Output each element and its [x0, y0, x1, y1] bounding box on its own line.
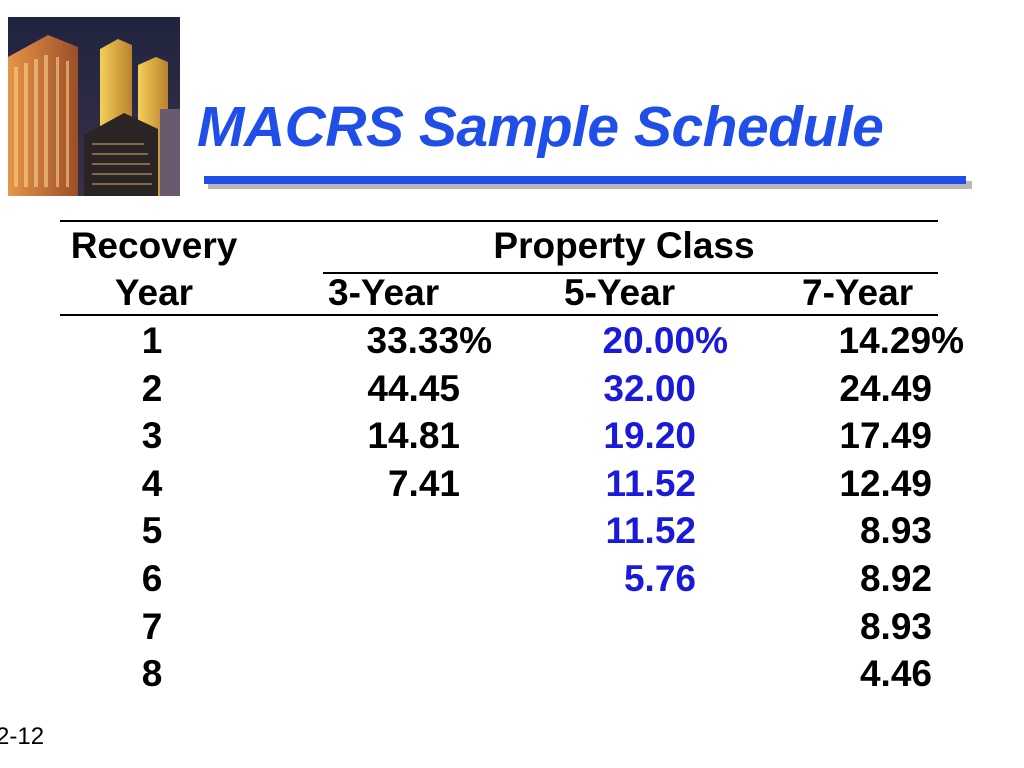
three-year-cell: 14.81 — [367, 415, 460, 457]
recovery-year-cell: 4 — [141, 462, 163, 504]
three-year-cell: 33.33% — [366, 320, 493, 361]
five-year-cell: 19.20 — [603, 415, 696, 457]
property-class-rule — [323, 272, 938, 274]
slide-number: 2-12 — [0, 723, 45, 750]
seven-year-cell: 8.93 — [859, 510, 932, 552]
col-7yr-header: 7-Year — [802, 272, 914, 313]
title-underline-shadow — [208, 181, 972, 189]
five-year-cell: 20.00% — [602, 320, 729, 361]
recovery-year-cell: 2 — [141, 367, 163, 409]
recovery-year-cell: 5 — [141, 510, 163, 552]
property-class-header: Property Class — [493, 225, 755, 266]
title-underline — [204, 176, 966, 184]
seven-year-cell: 14.29% — [838, 320, 965, 361]
five-year-cell: 11.52 — [605, 510, 696, 552]
seven-year-cell: 4.46 — [859, 653, 932, 695]
three-year-cell: 44.45 — [367, 367, 460, 409]
table-top-rule — [60, 220, 938, 222]
recovery-year-cell: 6 — [141, 558, 163, 599]
seven-year-cell: 12.49 — [839, 462, 932, 504]
recovery-year-header-line1: Recovery — [70, 225, 238, 266]
table-header-rule — [60, 314, 938, 316]
seven-year-cell: 8.92 — [859, 558, 932, 599]
page-title: MACRS Sample Schedule — [197, 95, 884, 159]
seven-year-cell: 17.49 — [839, 415, 932, 457]
recovery-year-cell: 3 — [141, 415, 163, 457]
three-year-cell: 7.41 — [387, 462, 460, 504]
five-year-cell: 11.52 — [605, 462, 696, 504]
recovery-year-cell: 7 — [141, 605, 163, 647]
recovery-year-cell: 8 — [141, 653, 163, 695]
five-year-cell: 32.00 — [603, 367, 696, 409]
col-3yr-header: 3-Year — [328, 272, 440, 313]
seven-year-cell: 8.93 — [859, 605, 932, 647]
recovery-year-header-line2: Year — [114, 272, 194, 313]
seven-year-cell: 24.49 — [839, 367, 932, 409]
col-5yr-header: 5-Year — [564, 272, 676, 313]
city-skyscrapers-photo — [8, 17, 180, 196]
five-year-cell: 5.76 — [623, 558, 696, 599]
recovery-year-cell: 1 — [141, 320, 163, 361]
